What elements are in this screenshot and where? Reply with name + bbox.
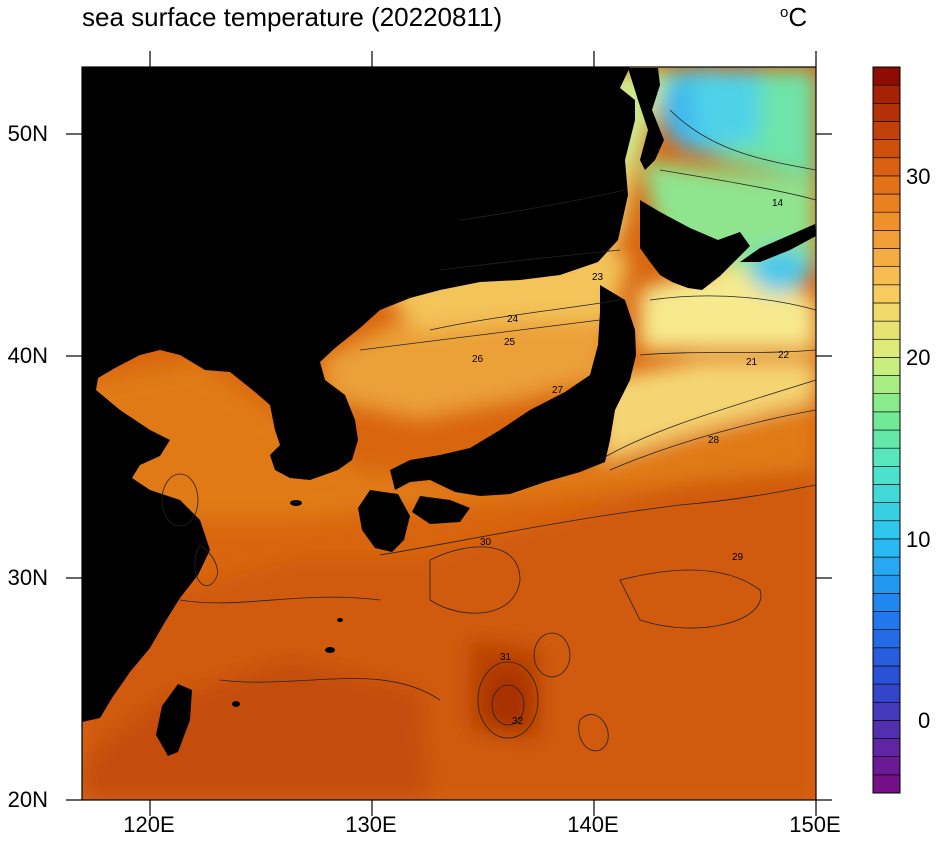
colorbar-swatch xyxy=(872,647,901,667)
colorbar-swatch xyxy=(872,266,901,286)
colorbar-swatch xyxy=(872,211,901,231)
colorbar xyxy=(872,66,901,794)
lat-label-30n: 30N xyxy=(7,565,48,590)
colorbar-swatch xyxy=(872,230,901,249)
colorbar-frame xyxy=(872,66,901,794)
colorbar-swatch xyxy=(872,574,901,594)
colorbar-swatch xyxy=(872,720,901,739)
contour-label: 24 xyxy=(507,314,519,325)
contour-label: 30 xyxy=(480,537,492,548)
colorbar-swatch xyxy=(872,774,901,794)
colorbar-swatch xyxy=(872,302,901,322)
contour-label: 27 xyxy=(552,385,564,396)
contour-lines xyxy=(161,109,816,752)
map-title: sea surface temperature (20220811) xyxy=(82,2,503,32)
colorbar-swatch xyxy=(872,139,901,159)
colorbar-swatch xyxy=(872,447,901,467)
colorbar-label-10: 10 xyxy=(906,527,931,552)
unit-label: oC xyxy=(780,2,807,33)
colorbar-swatch xyxy=(872,520,901,540)
lat-label-40n: 40N xyxy=(7,343,48,368)
colorbar-swatch xyxy=(872,556,901,576)
colorbar-swatch xyxy=(872,375,901,394)
contour-label: 14 xyxy=(772,198,784,209)
contour-label: 22 xyxy=(778,350,790,361)
contour-label-group: 14 20 21 22 23 24 25 26 27 28 29 30 31 3… xyxy=(472,198,790,727)
colorbar-label-30: 30 xyxy=(906,164,931,189)
degree-symbol: o xyxy=(780,4,789,21)
contour-label: 32 xyxy=(512,716,524,727)
lat-label-50n: 50N xyxy=(7,121,48,146)
plot-frame xyxy=(66,51,832,816)
colorbar-label-20: 20 xyxy=(906,345,931,370)
colorbar-swatch xyxy=(872,593,901,612)
colorbar-swatch xyxy=(872,738,901,757)
lon-label-120e: 120E xyxy=(123,812,175,837)
contour-label: 25 xyxy=(504,337,516,348)
colorbar-swatch xyxy=(872,157,901,177)
contour-label: 21 xyxy=(746,357,758,368)
colorbar-swatch xyxy=(872,411,901,431)
colorbar-swatch xyxy=(872,66,901,86)
colorbar-swatch xyxy=(872,629,901,649)
colorbar-swatch xyxy=(872,665,901,685)
colorbar-swatch xyxy=(872,538,901,558)
colorbar-swatch xyxy=(872,175,901,195)
colorbar-swatch xyxy=(872,484,901,503)
colorbar-swatch xyxy=(872,121,901,140)
colorbar-swatch xyxy=(872,284,901,304)
colorbar-swatch xyxy=(872,248,901,267)
colorbar-swatch xyxy=(872,756,901,776)
colorbar-swatch xyxy=(872,320,901,340)
colorbar-swatch xyxy=(872,502,901,522)
colorbar-swatch xyxy=(872,103,901,122)
unit-letter: C xyxy=(788,2,808,32)
contour-label: 29 xyxy=(732,552,744,563)
contour-label: 31 xyxy=(500,652,512,663)
colorbar-swatch xyxy=(872,393,901,413)
colorbar-swatch xyxy=(872,338,901,358)
contour-label: 20 xyxy=(642,238,654,249)
colorbar-swatch xyxy=(872,357,901,376)
colorbar-swatch xyxy=(872,193,901,213)
colorbar-swatch xyxy=(872,84,901,104)
lat-label-20n: 20N xyxy=(7,787,48,812)
colorbar-swatch xyxy=(872,683,901,703)
colorbar-swatch xyxy=(872,465,901,485)
contour-label: 28 xyxy=(708,435,720,446)
contour-label: 23 xyxy=(592,272,604,283)
colorbar-swatch xyxy=(872,429,901,449)
lon-label-140e: 140E xyxy=(567,812,619,837)
colorbar-swatch xyxy=(872,611,901,630)
colorbar-label-0: 0 xyxy=(918,708,931,733)
land xyxy=(82,67,816,756)
lon-label-150e: 150E xyxy=(789,812,841,837)
lon-label-130e: 130E xyxy=(345,812,397,837)
colorbar-swatch xyxy=(872,701,901,721)
sst-field-shading xyxy=(82,68,816,800)
contour-label: 26 xyxy=(472,354,484,365)
